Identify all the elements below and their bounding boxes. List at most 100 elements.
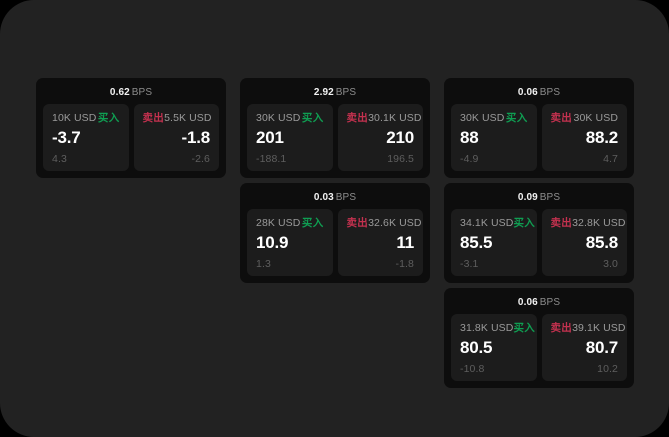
card-panels: 31.8K USD 买入 80.5 -10.8 卖出 39.1K USD 80.… [451,314,627,381]
sell-side-label: 卖出 [550,112,573,124]
buy-panel[interactable]: 34.1K USD 买入 85.5 -3.1 [451,209,537,276]
buy-size-label: 34.1K USD [460,216,514,229]
spread-card[interactable]: 0.09 BPS 34.1K USD 买入 85.5 -3.1 卖出 32.8K … [444,183,634,283]
bps-unit: BPS [131,87,153,98]
buy-value: -3.7 [52,128,81,147]
bps-unit: BPS [539,297,561,308]
sell-delta: 196.5 [387,153,414,165]
sell-size-label: 30K USD [573,111,618,124]
bps-value: 0.09 [517,192,538,203]
sell-size-label: 30.1K USD [368,111,422,124]
card-panels: 10K USD 买入 -3.7 4.3 卖出 5.5K USD -1.8 -2.… [43,104,219,171]
buy-value: 88 [460,128,479,147]
buy-panel[interactable]: 10K USD 买入 -3.7 4.3 [43,104,129,171]
empty-slot [240,288,430,388]
card-header: 2.92 BPS [247,85,423,100]
buy-size-label: 28K USD [256,216,301,229]
spread-card[interactable]: 0.62 BPS 10K USD 买入 -3.7 4.3 卖出 5.5K USD [36,78,226,178]
buy-value: 80.5 [460,338,493,357]
buy-panel-header: 28K USD 买入 [256,216,324,230]
buy-panel-header: 30K USD 买入 [256,111,324,125]
buy-size-label: 30K USD [460,111,505,124]
sell-side-label: 卖出 [550,217,573,229]
sell-delta: -1.8 [395,258,414,270]
sell-panel-header: 卖出 30K USD [550,111,619,125]
sell-panel-header: 卖出 30.1K USD [346,111,422,125]
card-panels: 34.1K USD 买入 85.5 -3.1 卖出 32.8K USD 85.8… [451,209,627,276]
bps-unit: BPS [539,87,561,98]
buy-delta: -188.1 [256,153,287,165]
sell-panel-header: 卖出 39.1K USD [550,321,626,335]
sell-value: 80.7 [585,338,618,357]
buy-panel[interactable]: 31.8K USD 买入 80.5 -10.8 [451,314,537,381]
sell-value: 85.8 [585,233,618,252]
buy-side-label: 买入 [97,112,120,124]
sell-size-label: 32.8K USD [572,216,626,229]
sell-value: -1.8 [181,128,211,147]
sell-panel-header: 卖出 5.5K USD [142,111,212,125]
buy-panel-header: 31.8K USD 买入 [460,321,535,335]
spread-card[interactable]: 0.06 BPS 30K USD 买入 88 -4.9 卖出 30K USD [444,78,634,178]
bps-value: 2.92 [313,87,334,98]
sell-size-label: 39.1K USD [572,321,626,334]
buy-side-label: 买入 [513,217,536,229]
buy-side-label: 买入 [301,217,324,229]
card-header: 0.09 BPS [451,190,627,205]
buy-delta: -10.8 [460,363,485,375]
sell-side-label: 卖出 [346,217,369,229]
sell-panel[interactable]: 卖出 30.1K USD 210 196.5 [337,104,423,171]
buy-panel-header: 10K USD 买入 [52,111,120,125]
buy-value: 10.9 [256,233,289,252]
sell-side-label: 卖出 [142,112,165,124]
sell-value: 88.2 [585,128,618,147]
buy-side-label: 买入 [513,322,536,334]
sell-value: 11 [396,233,414,252]
buy-panel[interactable]: 30K USD 买入 201 -188.1 [247,104,333,171]
buy-delta: -3.1 [460,258,479,270]
bps-value: 0.06 [517,87,538,98]
card-header: 0.62 BPS [43,85,219,100]
card-panels: 30K USD 买入 88 -4.9 卖出 30K USD 88.2 4.7 [451,104,627,171]
spread-card-grid: 0.62 BPS 10K USD 买入 -3.7 4.3 卖出 5.5K USD [36,78,634,400]
sell-panel[interactable]: 卖出 32.8K USD 85.8 3.0 [541,209,627,276]
spread-card[interactable]: 0.06 BPS 31.8K USD 买入 80.5 -10.8 卖出 39.1K… [444,288,634,388]
spread-card[interactable]: 2.92 BPS 30K USD 买入 201 -188.1 卖出 30.1K U… [240,78,430,178]
card-header: 0.06 BPS [451,85,627,100]
card-panels: 28K USD 买入 10.9 1.3 卖出 32.6K USD 11 -1.8 [247,209,423,276]
sell-panel[interactable]: 卖出 39.1K USD 80.7 10.2 [541,314,627,381]
buy-delta: 4.3 [52,153,67,165]
sell-panel[interactable]: 卖出 5.5K USD -1.8 -2.6 [133,104,219,171]
bps-unit: BPS [335,87,357,98]
sell-side-label: 卖出 [346,112,369,124]
buy-panel[interactable]: 30K USD 买入 88 -4.9 [451,104,537,171]
sell-delta: 4.7 [603,153,618,165]
empty-slot [36,183,226,283]
bps-value: 0.62 [109,87,130,98]
sell-delta: 10.2 [597,363,618,375]
sell-size-label: 5.5K USD [164,111,212,124]
empty-slot [36,288,226,388]
buy-size-label: 10K USD [52,111,97,124]
bps-value: 0.06 [517,297,538,308]
sell-panel-header: 卖出 32.6K USD [346,216,422,230]
buy-panel-header: 30K USD 买入 [460,111,528,125]
buy-side-label: 买入 [301,112,324,124]
bps-unit: BPS [539,192,561,203]
card-header: 0.03 BPS [247,190,423,205]
spread-card[interactable]: 0.03 BPS 28K USD 买入 10.9 1.3 卖出 32.6K USD [240,183,430,283]
buy-delta: -4.9 [460,153,479,165]
buy-panel-header: 34.1K USD 买入 [460,216,535,230]
sell-panel[interactable]: 卖出 32.6K USD 11 -1.8 [337,209,423,276]
sell-delta: -2.6 [191,153,210,165]
buy-size-label: 31.8K USD [460,321,514,334]
sell-panel[interactable]: 卖出 30K USD 88.2 4.7 [541,104,627,171]
sell-delta: 3.0 [603,258,618,270]
buy-panel[interactable]: 28K USD 买入 10.9 1.3 [247,209,333,276]
sell-side-label: 卖出 [550,322,573,334]
buy-value: 85.5 [460,233,493,252]
bps-value: 0.03 [313,192,334,203]
sell-size-label: 32.6K USD [368,216,422,229]
sell-panel-header: 卖出 32.8K USD [550,216,626,230]
buy-size-label: 30K USD [256,111,301,124]
buy-value: 201 [256,128,284,147]
